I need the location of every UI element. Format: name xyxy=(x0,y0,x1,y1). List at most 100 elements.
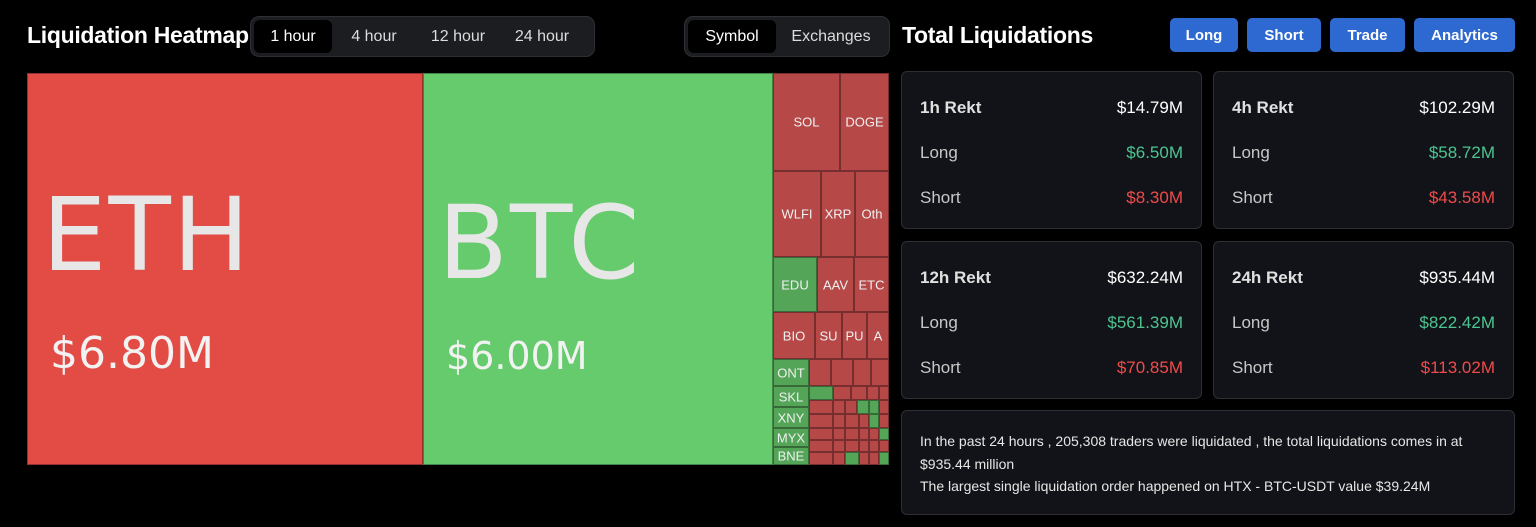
heatmap-cell-edu[interactable]: EDU xyxy=(773,257,817,312)
heatmap-cell-tiny[interactable] xyxy=(869,428,879,440)
heatmap-cell-tiny[interactable] xyxy=(879,414,889,428)
card-short-label: Short xyxy=(920,188,961,207)
heatmap-cell-su[interactable]: SU xyxy=(815,312,842,359)
heatmap-cell-label: MYX xyxy=(776,430,806,445)
heatmap-cell-tiny[interactable] xyxy=(879,400,889,414)
heatmap-cell-tiny[interactable] xyxy=(833,414,845,428)
tab-exchanges[interactable]: Exchanges xyxy=(791,27,871,45)
heatmap-cell-tiny[interactable] xyxy=(809,400,833,414)
heatmap-cell-btc[interactable]: BTC $6.00M xyxy=(423,73,773,465)
heatmap-cell-label: WLFI xyxy=(781,206,813,222)
heatmap-cell-label: SKL xyxy=(778,389,804,404)
analytics-button[interactable]: Analytics xyxy=(1414,18,1515,52)
card-long-value: $561.39M xyxy=(1107,313,1183,332)
card-short-value: $8.30M xyxy=(1126,188,1183,207)
heatmap-cell-symbol: ETH xyxy=(42,176,252,295)
stat-card-1h: 1h Rekt $14.79M Long $6.50M Short $8.30M xyxy=(901,71,1202,229)
heatmap-cell-tiny[interactable] xyxy=(845,428,859,440)
heatmap-cell-bio[interactable]: BIO xyxy=(773,312,815,359)
tab-12-hour[interactable]: 12 hour xyxy=(430,27,486,45)
heatmap-cell-label: Oth xyxy=(861,206,883,222)
heatmap-cell-label: AAV xyxy=(822,277,849,292)
heatmap-cell-label: EDU xyxy=(781,277,809,292)
liquidation-summary: In the past 24 hours , 205,308 traders w… xyxy=(901,410,1515,515)
heatmap-cell-tiny[interactable] xyxy=(867,386,879,400)
heatmap-cell-label: BNE xyxy=(777,448,805,464)
liquidation-heatmap: ETH $6.80M BTC $6.00M SOL DOGE WLFI XRP … xyxy=(27,73,889,465)
heatmap-cell-label: SOL xyxy=(793,114,820,130)
heatmap-cell-ont[interactable]: ONT xyxy=(773,359,809,386)
heatmap-cell-tiny[interactable] xyxy=(859,452,869,465)
heatmap-cell-skl[interactable]: SKL xyxy=(773,386,809,407)
card-short-label: Short xyxy=(920,358,961,377)
tab-symbol[interactable]: Symbol xyxy=(688,20,776,53)
heatmap-title: Liquidation Heatmap xyxy=(27,22,249,48)
card-long-value: $822.42M xyxy=(1419,313,1495,332)
heatmap-cell-symbol: BTC xyxy=(438,184,642,303)
heatmap-cell-label: PU xyxy=(845,328,864,343)
stat-card-4h: 4h Rekt $102.29M Long $58.72M Short $43.58M xyxy=(1213,71,1514,229)
heatmap-cell-xny[interactable]: XNY xyxy=(773,407,809,428)
heatmap-cell-tiny[interactable] xyxy=(809,440,833,452)
heatmap-cell-doge[interactable]: DOGE xyxy=(840,73,889,171)
heatmap-cell-xrp[interactable]: XRP xyxy=(821,171,855,257)
card-short-value: $113.02M xyxy=(1420,358,1495,377)
heatmap-cell-tiny[interactable] xyxy=(845,452,859,465)
heatmap-cell-etc[interactable]: ETC xyxy=(854,257,889,312)
heatmap-cell-other[interactable]: Oth xyxy=(855,171,889,257)
heatmap-cell-bnb[interactable]: BNE xyxy=(773,447,809,465)
heatmap-cell-sol[interactable]: SOL xyxy=(773,73,840,171)
heatmap-cell-tiny[interactable] xyxy=(833,440,845,452)
heatmap-cell-tiny[interactable] xyxy=(859,440,869,452)
heatmap-cell-tiny[interactable] xyxy=(853,359,871,386)
heatmap-cell-tiny[interactable] xyxy=(851,386,867,400)
grouping-selector: Symbol Exchanges xyxy=(684,16,890,57)
heatmap-cell-tiny[interactable] xyxy=(833,386,851,400)
heatmap-cell-tiny[interactable] xyxy=(879,440,889,452)
tab-4-hour[interactable]: 4 hour xyxy=(351,27,397,45)
heatmap-cell-tiny[interactable] xyxy=(859,428,869,440)
heatmap-cell-tiny[interactable] xyxy=(845,400,857,414)
tab-24-hour[interactable]: 24 hour xyxy=(514,27,570,45)
card-long-label: Long xyxy=(920,313,958,332)
heatmap-cell-tiny[interactable] xyxy=(879,386,889,400)
heatmap-cell-tiny[interactable] xyxy=(809,452,833,465)
heatmap-cell-tiny[interactable] xyxy=(833,428,845,440)
tab-1-hour[interactable]: 1 hour xyxy=(254,20,332,53)
heatmap-cell-tiny[interactable] xyxy=(833,452,845,465)
heatmap-cell-aave[interactable]: AAV xyxy=(817,257,854,312)
heatmap-cell-tiny[interactable] xyxy=(869,414,879,428)
short-button[interactable]: Short xyxy=(1247,18,1321,52)
card-total-value: $632.24M xyxy=(1107,268,1183,287)
heatmap-cell-tiny[interactable] xyxy=(809,428,833,440)
heatmap-cell-label: SU xyxy=(819,328,838,343)
heatmap-cell-tiny[interactable] xyxy=(869,440,879,452)
heatmap-cell-tiny[interactable] xyxy=(869,452,879,465)
heatmap-cell-wlfi[interactable]: WLFI xyxy=(773,171,821,257)
heatmap-cell-tiny[interactable] xyxy=(857,400,869,414)
card-total-value: $14.79M xyxy=(1116,98,1183,117)
heatmap-cell-tiny[interactable] xyxy=(859,414,869,428)
trade-button[interactable]: Trade xyxy=(1330,18,1405,52)
heatmap-cell-pu[interactable]: PU xyxy=(842,312,867,359)
card-short-value: $70.85M xyxy=(1116,358,1183,377)
card-short-value: $43.58M xyxy=(1428,188,1495,207)
heatmap-cell-tiny[interactable] xyxy=(869,400,879,414)
card-period-label: 24h Rekt xyxy=(1232,268,1303,287)
heatmap-cell-tiny[interactable] xyxy=(879,452,889,465)
heatmap-cell-tiny[interactable] xyxy=(809,359,831,386)
heatmap-cell-myx[interactable]: MYX xyxy=(773,428,809,447)
heatmap-cell-tiny[interactable] xyxy=(879,428,889,440)
long-button[interactable]: Long xyxy=(1170,18,1238,52)
heatmap-cell-tiny[interactable] xyxy=(833,400,845,414)
heatmap-cell-tiny[interactable] xyxy=(845,440,859,452)
heatmap-cell-tiny[interactable] xyxy=(871,359,889,386)
heatmap-cell-tiny[interactable] xyxy=(831,359,853,386)
heatmap-cell-tiny[interactable] xyxy=(809,386,833,400)
card-long-value: $58.72M xyxy=(1428,143,1495,162)
heatmap-cell-eth[interactable]: ETH $6.80M xyxy=(27,73,423,465)
heatmap-cell-tiny[interactable] xyxy=(809,414,833,428)
heatmap-cell-tiny[interactable] xyxy=(845,414,859,428)
heatmap-cell-value: $6.00M xyxy=(446,334,588,378)
heatmap-cell-a[interactable]: A xyxy=(867,312,889,359)
